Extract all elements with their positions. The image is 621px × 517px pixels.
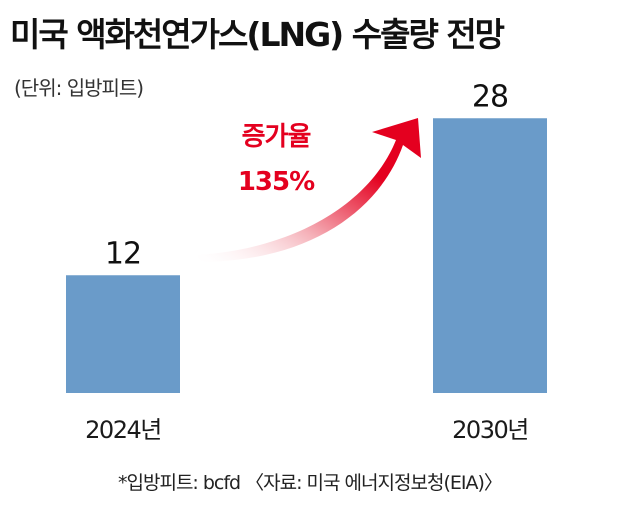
bar-2030년 [433,118,547,393]
source-footnote: *입방피트: bcfd 〈자료: 미국 에너지정보청(EIA)〉 [118,472,503,494]
bar-2024년 [66,275,180,393]
value-label: 28 [472,79,508,114]
growth-arrow [198,118,421,262]
chart-title: 미국 액화천연가스(LNG) 수출량 전망 [10,15,505,54]
category-label: 2024년 [85,416,161,444]
growth-rate-label: 증가율 [242,122,311,152]
unit-label: (단위: 입방피트) [14,76,144,100]
bars-layer: 12 2024년 28 2030년 [66,79,547,444]
value-label: 12 [105,236,141,271]
category-label: 2030년 [452,416,528,444]
growth-rate-value: 135% [238,167,315,197]
